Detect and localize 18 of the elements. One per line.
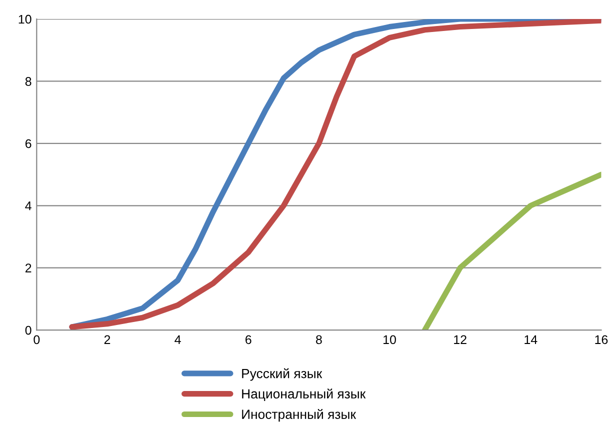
y-tick-label: 2 [25, 264, 32, 272]
legend-label: Иностранный язык [242, 409, 356, 422]
y-tick-label: 8 [25, 77, 32, 86]
x-tick-label: 6 [246, 335, 252, 344]
x-tick-label: 10 [384, 335, 396, 344]
x-tick-label: 0 [34, 335, 40, 344]
y-tick-label: 4 [25, 202, 32, 210]
y-tick-label: 6 [25, 139, 32, 148]
y-tick-label: 10 [18, 14, 32, 24]
x-tick-label: 14 [524, 335, 538, 344]
legend-label: Национальный язык [242, 388, 366, 402]
legend-label: Русский язык [242, 368, 322, 381]
x-tick-label: 12 [454, 335, 466, 344]
x-tick-label: 2 [104, 335, 110, 344]
x-tick-label: 16 [595, 335, 608, 344]
x-tick-label: 4 [174, 335, 181, 344]
x-tick-label: 8 [316, 335, 322, 344]
y-tick-label: 0 [25, 326, 32, 335]
